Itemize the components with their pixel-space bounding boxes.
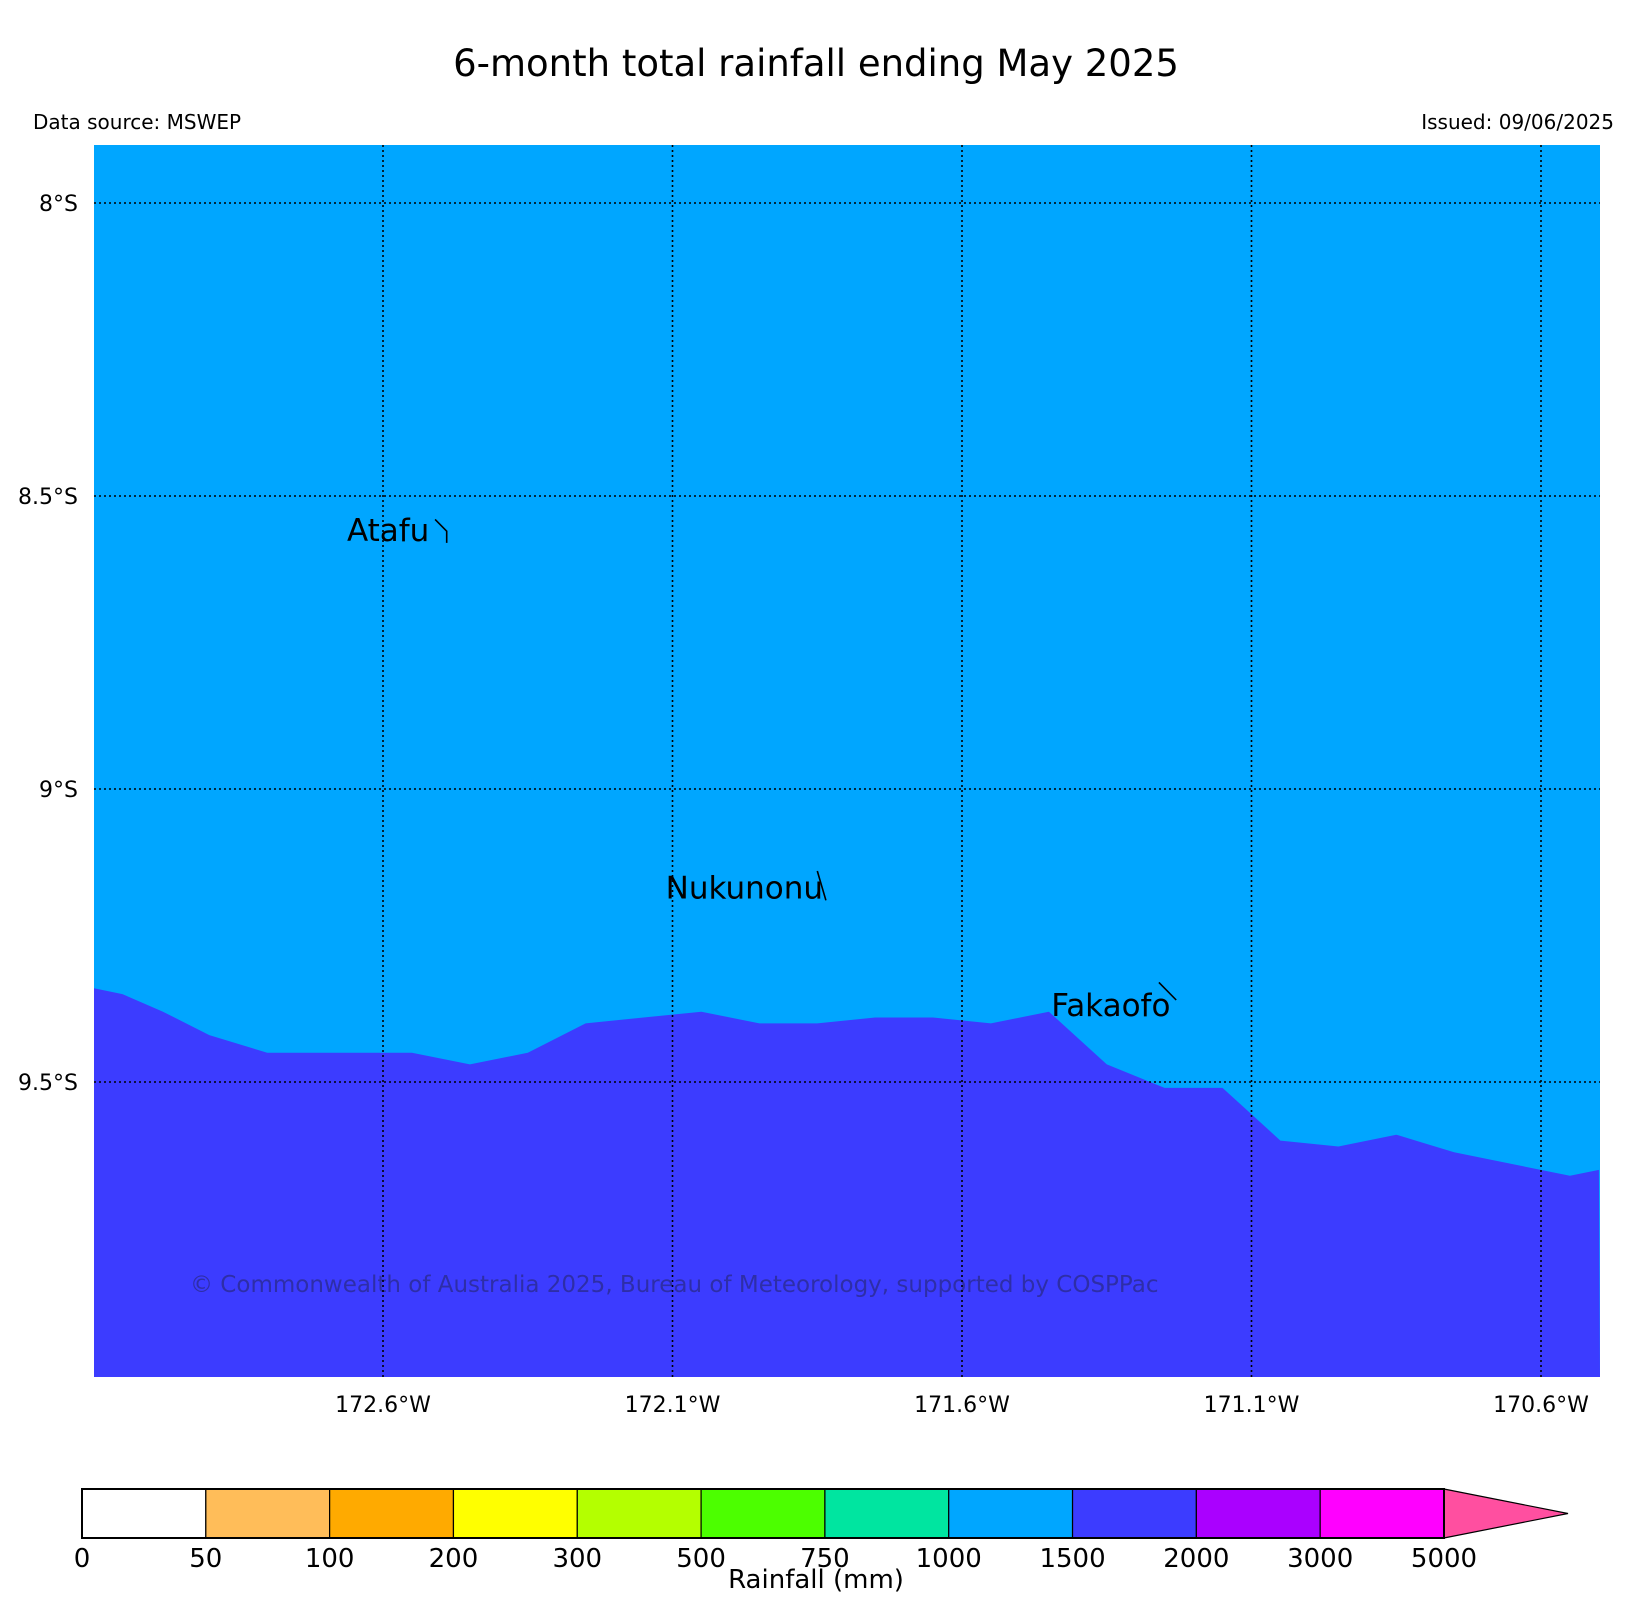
colorbar-tick-label: 500: [676, 1544, 726, 1574]
colorbar-segment: [329, 1488, 455, 1539]
colorbar-segment: [81, 1488, 207, 1539]
lat-tick-label: 9°S: [39, 778, 78, 803]
rainfall-map: © Commonwealth of Australia 2025, Bureau…: [18, 145, 1600, 1418]
place-label-fakaofo: Fakaofo: [1051, 988, 1170, 1024]
lon-tick-label: 170.6°W: [1493, 1393, 1589, 1418]
lat-tick-label: 8°S: [39, 192, 78, 217]
issued-date-label: Issued: 09/06/2025: [1421, 110, 1614, 134]
colorbar-segment: [824, 1488, 950, 1539]
copyright-notice: © Commonwealth of Australia 2025, Bureau…: [190, 1272, 1159, 1298]
colorbar-tick-label: 5000: [1411, 1544, 1477, 1574]
colorbar-tick-label: 300: [552, 1544, 602, 1574]
lat-tick-label: 8.5°S: [18, 485, 78, 510]
colorbar-tick-label: 100: [305, 1544, 355, 1574]
colorbar-segment: [948, 1488, 1074, 1539]
colorbar-segment: [576, 1488, 702, 1539]
lon-tick-label: 172.6°W: [335, 1393, 431, 1418]
colorbar-tick-label: 50: [189, 1544, 222, 1574]
colorbar-segment: [700, 1488, 826, 1539]
lon-tick-label: 171.6°W: [914, 1393, 1010, 1418]
atoll-outline-nukunonu: [816, 870, 827, 901]
data-source-label: Data source: MSWEP: [33, 110, 242, 134]
lat-tick-label: 9.5°S: [18, 1071, 78, 1096]
place-label-atafu: Atafu: [347, 513, 429, 549]
colorbar-tick-label: 0: [74, 1544, 91, 1574]
colorbar-segment: [1071, 1488, 1197, 1539]
colorbar-tick-label: 200: [429, 1544, 479, 1574]
colorbar-segment: [452, 1488, 578, 1539]
colorbar-tick-label: 750: [800, 1544, 850, 1574]
lon-tick-label: 171.1°W: [1204, 1393, 1300, 1418]
colorbar-frame: [81, 1488, 1445, 1539]
lon-tick-label: 172.1°W: [625, 1393, 721, 1418]
rainfall-band-1500-2000: [94, 988, 1600, 1377]
colorbar-layer: 0 50 100 200 300 500 750 1000 1500 2000 3000 5000: [74, 1488, 1569, 1574]
colorbar-tick-label: 1000: [916, 1544, 982, 1574]
colorbar-segment: [1319, 1488, 1445, 1539]
place-label-nukunonu: Nukunonu: [666, 871, 823, 907]
map-layer: © Commonwealth of Australia 2025, Bureau…: [18, 145, 1600, 1418]
colorbar-tick-label: 3000: [1287, 1544, 1353, 1574]
atoll-outline-fakaofo: [1158, 981, 1177, 1001]
colorbar-tick-label: 1500: [1039, 1544, 1105, 1574]
colorbar-tick-label: 2000: [1163, 1544, 1229, 1574]
colorbar-extend-arrow: [1443, 1488, 1569, 1539]
colorbar-title: Rainfall (mm): [728, 1565, 904, 1595]
map-title: 6-month total rainfall ending May 2025: [453, 42, 1179, 85]
atoll-outline-atafu: [434, 518, 448, 543]
colorbar-segment: [1195, 1488, 1321, 1539]
colorbar-segment: [205, 1488, 331, 1539]
